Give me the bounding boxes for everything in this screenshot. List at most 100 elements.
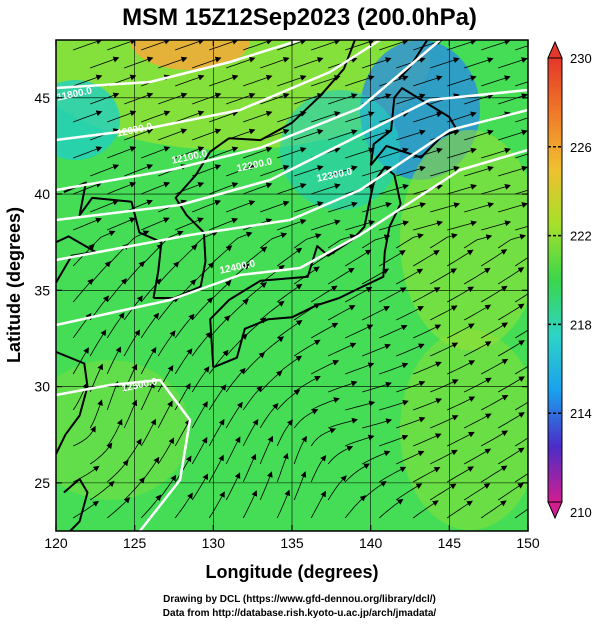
streamline bbox=[395, 483, 423, 501]
streamline bbox=[191, 366, 210, 393]
streamline bbox=[225, 436, 241, 465]
streamline bbox=[140, 494, 162, 519]
streamline bbox=[276, 419, 294, 447]
streamline bbox=[481, 322, 509, 339]
streamline bbox=[481, 40, 511, 51]
contour-line bbox=[56, 40, 381, 142]
streamline bbox=[344, 249, 372, 267]
streamline bbox=[396, 380, 426, 393]
streamline bbox=[311, 40, 341, 51]
streamline bbox=[480, 285, 508, 303]
streamline bbox=[413, 433, 442, 447]
streamline bbox=[412, 500, 439, 519]
streamline bbox=[89, 399, 103, 429]
streamline bbox=[174, 348, 193, 375]
contour-line bbox=[56, 148, 528, 327]
streamline bbox=[311, 183, 341, 195]
streamline bbox=[311, 75, 341, 87]
colorbar-ramp bbox=[547, 57, 563, 503]
streamline bbox=[157, 437, 175, 465]
streamline bbox=[378, 498, 404, 519]
streamline bbox=[345, 147, 375, 159]
cool-region-west bbox=[56, 80, 120, 160]
streamline bbox=[413, 467, 441, 483]
streamline bbox=[480, 249, 508, 267]
streamline bbox=[396, 129, 426, 141]
streamline bbox=[89, 260, 111, 285]
streamline bbox=[73, 465, 100, 483]
streamline bbox=[413, 220, 444, 231]
streamline bbox=[396, 202, 427, 213]
streamline bbox=[396, 268, 424, 285]
streamline bbox=[480, 465, 508, 483]
colorbar-tick-label: 226 bbox=[570, 140, 592, 155]
warm-region-east bbox=[400, 130, 528, 350]
streamline bbox=[123, 329, 141, 357]
streamline bbox=[277, 75, 307, 87]
streamline bbox=[311, 360, 340, 375]
streamline bbox=[293, 409, 319, 429]
streamline bbox=[447, 220, 478, 231]
streamline bbox=[345, 434, 375, 447]
streamline bbox=[310, 248, 338, 267]
streamline bbox=[90, 199, 119, 213]
streamline bbox=[293, 339, 321, 357]
streamline bbox=[464, 448, 492, 465]
streamline bbox=[259, 300, 285, 321]
streamline bbox=[464, 165, 494, 177]
streamline bbox=[514, 365, 528, 375]
streamline bbox=[157, 364, 174, 393]
streamline bbox=[106, 380, 119, 411]
streamline bbox=[73, 182, 103, 195]
streamline bbox=[242, 418, 259, 447]
streamline bbox=[259, 232, 288, 249]
streamline bbox=[514, 329, 528, 339]
coastline-korea bbox=[153, 137, 230, 299]
streamline bbox=[328, 342, 357, 357]
contour-line bbox=[56, 108, 528, 262]
colorbar-tick-label: 214 bbox=[570, 406, 592, 421]
streamline bbox=[242, 352, 266, 375]
streamline bbox=[446, 249, 474, 267]
streamline bbox=[209, 110, 239, 123]
streamline bbox=[192, 164, 222, 177]
streamline bbox=[157, 330, 176, 357]
x-axis-label: Longitude (degrees) bbox=[205, 562, 378, 582]
streamline bbox=[311, 219, 341, 231]
streamline bbox=[446, 500, 473, 519]
streamline bbox=[463, 234, 493, 249]
streamline bbox=[208, 491, 225, 519]
streamline bbox=[175, 146, 205, 159]
streamline bbox=[191, 401, 208, 429]
streamline bbox=[141, 110, 171, 123]
streamline bbox=[515, 117, 528, 123]
streamline bbox=[192, 128, 222, 141]
colorbar-ticks: 230 226 222 218 214 210 bbox=[548, 51, 592, 520]
coastline-china-south bbox=[56, 350, 89, 455]
streamline bbox=[379, 399, 409, 411]
streamline bbox=[277, 183, 307, 195]
streamline bbox=[498, 93, 528, 105]
hot-region-north bbox=[130, 40, 250, 70]
x-tick-label: 120 bbox=[44, 535, 68, 551]
streamline bbox=[225, 472, 241, 501]
streamline bbox=[175, 182, 205, 195]
x-tick-label: 140 bbox=[359, 535, 383, 551]
streamline bbox=[260, 200, 290, 213]
streamline bbox=[174, 313, 195, 339]
streamline bbox=[175, 74, 205, 87]
streamline bbox=[497, 412, 525, 429]
streamline bbox=[242, 453, 257, 483]
streamline bbox=[345, 287, 373, 303]
streamline bbox=[362, 57, 392, 69]
streamline bbox=[174, 492, 193, 519]
streamline bbox=[447, 111, 477, 123]
streamline bbox=[362, 381, 392, 393]
contour-line bbox=[56, 40, 301, 90]
streamline bbox=[328, 417, 358, 429]
streamline bbox=[141, 217, 170, 231]
coastline-taiwan bbox=[63, 478, 89, 531]
streamline bbox=[464, 377, 492, 393]
streamline bbox=[226, 128, 256, 141]
streamline bbox=[243, 74, 273, 87]
